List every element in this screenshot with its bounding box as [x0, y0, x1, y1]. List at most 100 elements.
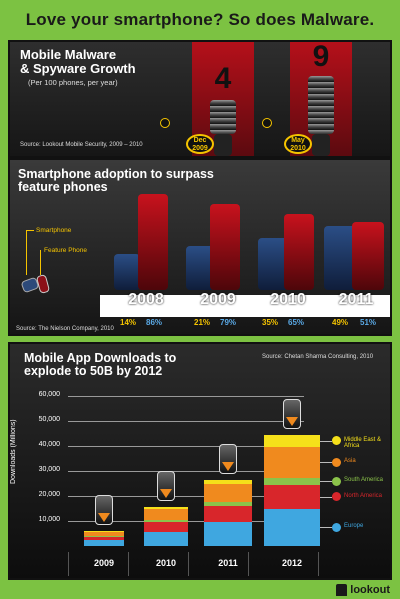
adoption-title: Smartphone adoption to surpass feature p…: [18, 167, 214, 195]
bomb-icon: [262, 118, 272, 128]
year-label-2010: 2010: [270, 291, 306, 308]
year-label-2008: 2008: [128, 291, 164, 308]
adoption-panel: Smartphone adoption to surpass feature p…: [8, 158, 392, 336]
legend-leader-line: [320, 440, 332, 442]
bar-segment-2009-north-america: [84, 536, 124, 541]
legend-label-middle-east-africa: Middle East & Africa: [344, 436, 382, 449]
x-separator: [188, 552, 189, 576]
smart-pct-2009: 21%: [194, 318, 211, 327]
bar-segment-2010-south-america: [144, 520, 188, 523]
smart-pct-2008: 14%: [120, 318, 137, 327]
bar-segment-2012-middle-east-africa: [264, 435, 320, 447]
x-separator: [128, 552, 129, 576]
feature-phone-bar-2011: [352, 222, 384, 290]
malware-title-line2: & Spyware Growth: [20, 60, 136, 76]
malware-value-may-2010: 9: [312, 40, 330, 73]
legend-feature-phone: Feature Phone: [44, 247, 88, 254]
gridline: [68, 421, 304, 422]
legend-connector-smartphone: [26, 230, 27, 275]
feature-phone-bar-2010: [284, 214, 314, 290]
malware-title-line1: Mobile Malware: [20, 47, 117, 62]
y-tick-label: 10,000: [38, 516, 60, 523]
downloads-title-line1: Mobile App Downloads to: [24, 351, 177, 365]
bar-segment-2009-south-america: [84, 535, 124, 537]
headline: Love your smartphone? So does Malware.: [25, 10, 375, 29]
download-arrow-icon: [160, 489, 172, 498]
legend-connector-feature: [40, 250, 41, 275]
bar-segment-2012-asia: [264, 446, 320, 478]
legend-dot-middle-east-africa: [332, 436, 341, 446]
legend-leader-line: [320, 527, 332, 529]
downloads-title: Mobile App Downloads to explode to 50B b…: [24, 351, 177, 379]
date-badge-may-2010: May 2010: [284, 134, 312, 154]
feature-pct-2010: 65%: [288, 318, 305, 327]
malware-source: Source: Lookout Mobile Security, 2009 – …: [20, 142, 143, 148]
legend-leader-line: [320, 462, 332, 464]
download-arrow-icon: [286, 417, 298, 427]
feature-pct-2008: 86%: [146, 318, 163, 327]
date-badge-year: 2009: [192, 145, 208, 152]
adoption-source: Source: The Nielson Company, 2010: [16, 326, 114, 332]
year-label-2009: 2009: [200, 291, 236, 308]
malware-coil-may-2010: [308, 76, 334, 134]
malware-subtitle: (Per 100 phones, per year): [28, 78, 118, 87]
download-arrow-icon: [98, 513, 110, 522]
smart-pct-2011: 49%: [332, 318, 349, 327]
bar-segment-2010-europe: [144, 532, 188, 546]
date-badge-month: Dec: [193, 137, 207, 144]
bar-segment-2012-south-america: [264, 477, 320, 485]
legend-leader-line: [320, 481, 332, 483]
downloads-title-line2: explode to 50B by 2012: [24, 364, 163, 379]
gridline: [68, 496, 304, 497]
bar-segment-2011-europe: [204, 522, 252, 546]
x-category-2011: 2011: [218, 558, 238, 568]
adoption-title-line2: feature phones: [18, 180, 108, 195]
legend-leader-line: [320, 496, 332, 498]
y-tick-label: 60,000: [38, 391, 60, 398]
bar-segment-2011-asia: [204, 483, 252, 503]
bomb-icon: [160, 118, 170, 128]
feature-pct-2011: 51%: [360, 318, 377, 327]
legend-label-north-america: North America: [344, 492, 383, 499]
bar-segment-2009-asia: [84, 531, 124, 536]
feature-pct-2009: 79%: [220, 318, 237, 327]
legend-label-south-america: South America: [344, 477, 384, 484]
x-separator: [68, 552, 69, 576]
smartphone-bar-2011: [324, 226, 356, 290]
y-tick-label: 20,000: [38, 491, 60, 498]
x-separator: [248, 552, 249, 576]
bar-segment-2012-europe: [264, 508, 320, 546]
bar-segment-2011-middle-east-africa: [204, 479, 252, 484]
gridline: [68, 396, 304, 397]
legend-dot-europe: [332, 522, 341, 532]
download-arrow-icon: [222, 461, 234, 471]
date-badge-year: 2010: [290, 145, 306, 152]
legend-dot-south-america: [332, 476, 341, 486]
adoption-year-strip: [100, 295, 390, 317]
legend-dot-asia: [332, 457, 341, 467]
malware-figure-body-2009: [214, 134, 232, 156]
x-category-2012: 2012: [281, 558, 303, 568]
smartphone-bar-2010: [258, 238, 288, 290]
feature-phone-bar-2009: [210, 204, 240, 290]
logo-text: lookout: [350, 584, 390, 596]
y-tick-label: 30,000: [38, 466, 60, 473]
smart-pct-2010: 35%: [262, 318, 279, 327]
adoption-title-line1: Smartphone adoption to surpass: [18, 167, 214, 181]
lookout-logo: lookout: [336, 584, 390, 596]
bar-segment-2009-europe: [84, 540, 124, 546]
y-tick-label: 50,000: [38, 416, 60, 423]
bar-segment-2012-north-america: [264, 484, 320, 509]
bar-segment-2010-middle-east-africa: [144, 507, 188, 509]
malware-figure-body-2010: [312, 134, 330, 156]
feature-phone-icon: [35, 274, 51, 294]
castle-icon: [336, 584, 348, 596]
malware-coil-dec-2009: [210, 100, 236, 134]
downloads-chart: 10,000 20,000 30,000 40,000 50,000 60,000 2009…: [10, 344, 390, 578]
bar-segment-2011-south-america: [204, 502, 252, 506]
legend-smartphone: Smartphone: [36, 227, 72, 234]
gridline: [68, 471, 304, 472]
downloads-source: Source: Chetan Sharma Consulting, 2010: [262, 354, 374, 360]
downloads-panel: Mobile App Downloads to explode to 50B b…: [8, 342, 392, 580]
date-badge-month: May: [291, 137, 305, 144]
